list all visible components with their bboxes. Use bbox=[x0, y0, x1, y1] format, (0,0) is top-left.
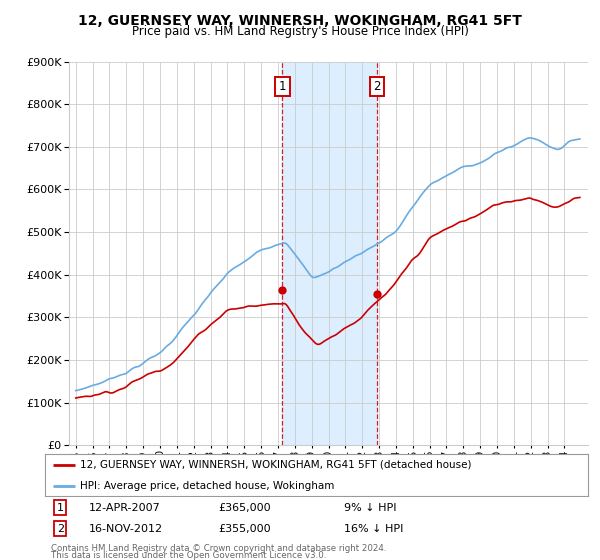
Text: This data is licensed under the Open Government Licence v3.0.: This data is licensed under the Open Gov… bbox=[51, 551, 326, 560]
Text: £365,000: £365,000 bbox=[219, 503, 271, 513]
Text: 16% ↓ HPI: 16% ↓ HPI bbox=[344, 524, 403, 534]
Text: Contains HM Land Registry data © Crown copyright and database right 2024.: Contains HM Land Registry data © Crown c… bbox=[51, 544, 386, 553]
Text: 1: 1 bbox=[57, 503, 64, 513]
Text: 2: 2 bbox=[373, 80, 381, 93]
Text: 1: 1 bbox=[279, 80, 286, 93]
Text: 2: 2 bbox=[56, 524, 64, 534]
Text: 16-NOV-2012: 16-NOV-2012 bbox=[88, 524, 163, 534]
Text: Price paid vs. HM Land Registry's House Price Index (HPI): Price paid vs. HM Land Registry's House … bbox=[131, 25, 469, 38]
Text: 12, GUERNSEY WAY, WINNERSH, WOKINGHAM, RG41 5FT: 12, GUERNSEY WAY, WINNERSH, WOKINGHAM, R… bbox=[78, 14, 522, 28]
Text: 12-APR-2007: 12-APR-2007 bbox=[88, 503, 160, 513]
Text: 9% ↓ HPI: 9% ↓ HPI bbox=[344, 503, 396, 513]
Text: HPI: Average price, detached house, Wokingham: HPI: Average price, detached house, Woki… bbox=[80, 480, 335, 491]
Bar bbox=[283, 62, 377, 445]
Text: 12, GUERNSEY WAY, WINNERSH, WOKINGHAM, RG41 5FT (detached house): 12, GUERNSEY WAY, WINNERSH, WOKINGHAM, R… bbox=[80, 460, 472, 469]
Text: £355,000: £355,000 bbox=[219, 524, 271, 534]
